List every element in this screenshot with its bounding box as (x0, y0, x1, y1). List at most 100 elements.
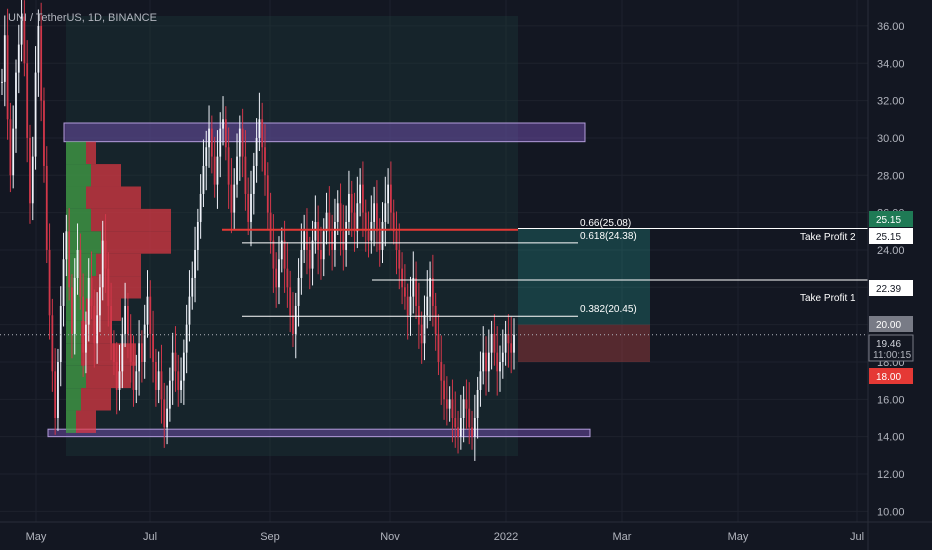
price-tag (868, 334, 914, 362)
candle-body (443, 380, 445, 400)
candle-body (135, 371, 138, 390)
candle-body (348, 193, 350, 222)
candle-body (163, 399, 166, 428)
candle-body (462, 399, 465, 418)
volume-bar-sell (81, 388, 111, 411)
x-tick-label: Jul (850, 531, 864, 543)
price-tag-label: 22.39 (876, 284, 901, 295)
candle-body (339, 203, 342, 232)
y-tick-label: 28.00 (877, 170, 905, 182)
volume-bar-buy (66, 141, 86, 165)
candle-body (255, 137, 258, 166)
candle-body (99, 287, 101, 316)
price-tag-label: 18.00 (876, 372, 901, 383)
candlestick-series[interactable] (1, 0, 515, 461)
candle-body (118, 371, 121, 390)
candle-body (448, 399, 451, 409)
candle-body (311, 240, 314, 269)
candle-body (389, 184, 392, 213)
candle-body (387, 184, 389, 204)
price-tag-countdown: 11:00:15 (873, 350, 912, 361)
candle-body (286, 268, 289, 288)
candle-body (356, 203, 359, 232)
candle-body (157, 371, 160, 390)
candle-body (440, 361, 443, 381)
candle-body (236, 156, 238, 185)
candle-body (292, 315, 294, 334)
candle-body (188, 296, 191, 325)
candle-body (59, 305, 62, 362)
candle-body (252, 165, 255, 194)
price-tag (869, 280, 913, 296)
candle-body (280, 240, 283, 260)
candle-body (152, 333, 154, 362)
candle-body (437, 333, 440, 362)
x-tick-label: May (728, 531, 749, 543)
y-tick-label: 36.00 (877, 21, 905, 33)
target-zone (518, 228, 650, 325)
fib-label: 0.618(24.38) (580, 231, 637, 242)
volume-bar-buy (66, 410, 76, 433)
x-tick-label: May (26, 531, 47, 543)
candle-body (233, 184, 236, 213)
candle-body (48, 249, 51, 316)
price-tag (869, 368, 913, 384)
candle-body (54, 371, 57, 418)
candle-body (182, 352, 185, 381)
candle-body (364, 212, 367, 232)
candle-body (328, 212, 331, 232)
candle-body (180, 380, 182, 390)
candle-body (166, 408, 168, 428)
volume-bar-buy (66, 298, 86, 321)
candle-body (479, 371, 482, 390)
volume-bar-sell (96, 253, 141, 277)
candle-body (37, 25, 40, 73)
candle-body (23, 16, 26, 64)
candle-body (504, 333, 507, 353)
candle-body (417, 305, 420, 325)
candle-body (350, 193, 353, 213)
candle-body (334, 221, 336, 250)
candle-body (205, 147, 208, 166)
candle-body (17, 44, 20, 73)
candle-body (31, 156, 34, 204)
candle-body (306, 231, 308, 250)
fib-label: 0.382(20.45) (580, 304, 637, 315)
y-tick-label: 34.00 (877, 58, 905, 70)
y-tick-label: 12.00 (877, 469, 905, 481)
candle-body (210, 128, 213, 157)
candle-body (342, 231, 345, 250)
candle-body (353, 212, 356, 232)
candle-body (308, 249, 311, 269)
candle-body (62, 259, 65, 306)
candle-body (107, 268, 110, 306)
candle-body (490, 333, 493, 353)
candle-body (168, 380, 171, 409)
candle-body (431, 277, 434, 306)
candle-body (104, 240, 107, 269)
candle-body (434, 305, 437, 334)
candle-body (300, 249, 303, 278)
candle-body (191, 277, 194, 297)
candle-body (272, 240, 275, 269)
y-tick-label: 16.00 (877, 394, 905, 406)
candle-body (429, 277, 431, 297)
candle-body (124, 305, 127, 334)
candle-body (322, 231, 325, 260)
candle-body (129, 333, 132, 362)
candle-body (26, 63, 29, 138)
candle-body (457, 427, 459, 437)
price-tag (869, 316, 913, 332)
candle-body (269, 212, 272, 241)
candle-body (43, 100, 45, 166)
candle-body (294, 305, 297, 334)
candle-body (1, 81, 3, 83)
candle-body (373, 203, 376, 222)
volume-bar-sell (86, 365, 131, 389)
candle-body (227, 147, 230, 185)
x-tick-label: Nov (380, 531, 400, 543)
price-tag-label: 19.46 (876, 339, 901, 350)
candle-body (303, 231, 306, 250)
